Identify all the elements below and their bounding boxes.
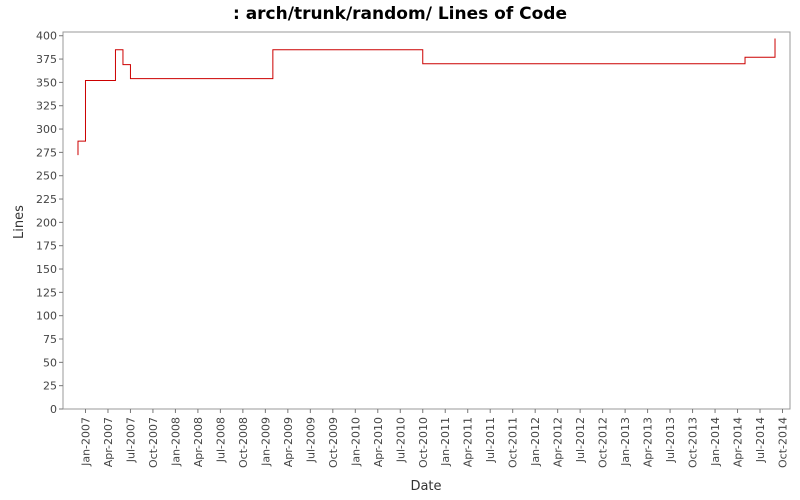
x-tick-label: Oct-2013 [687,417,700,468]
y-axis-title: Lines [12,205,27,239]
x-tick-label: Oct-2012 [597,417,610,468]
y-tick-label: 0 [50,403,57,416]
y-tick-label: 375 [36,53,57,66]
y-tick-label: 400 [36,30,57,43]
x-tick-label: Oct-2007 [147,417,160,468]
x-tick-label: Apr-2012 [552,417,565,467]
x-tick-label: Jul-2012 [574,417,587,463]
y-tick-label: 125 [36,286,57,299]
x-tick-label: Jul-2008 [214,417,227,463]
y-tick-label: 75 [43,333,57,346]
x-tick-label: Oct-2010 [417,417,430,468]
x-tick-label: Apr-2008 [192,417,205,467]
y-tick-label: 200 [36,216,57,229]
x-tick-label: Jan-2011 [439,417,452,467]
x-tick-label: Jan-2012 [529,417,542,467]
y-tick-label: 275 [36,146,57,159]
y-tick-label: 50 [43,356,57,369]
x-tick-label: Jul-2010 [394,417,407,463]
y-tick-label: 325 [36,100,57,113]
x-tick-label: Jan-2014 [709,417,722,467]
x-axis-title: Date [410,479,441,494]
y-tick-label: 350 [36,76,57,89]
x-tick-label: Jul-2009 [304,417,317,463]
y-tick-label: 250 [36,170,57,183]
chart-title: : arch/trunk/random/ Lines of Code [233,4,567,24]
x-tick-label: Jul-2013 [664,417,677,463]
plot-area [62,31,791,410]
x-tick-label: Jul-2007 [124,417,137,463]
x-tick-label: Oct-2009 [327,417,340,468]
x-tick-label: Apr-2013 [642,417,655,467]
y-tick-label: 300 [36,123,57,136]
x-tick-label: Jan-2013 [619,417,632,467]
x-tick-label: Jan-2010 [349,417,362,467]
y-tick-label: 100 [36,310,57,323]
x-tick-label: Oct-2014 [777,417,790,468]
x-tick-label: Apr-2011 [462,417,475,467]
y-tick-label: 225 [36,193,57,206]
x-tick-label: Apr-2010 [372,417,385,467]
x-tick-label: Oct-2011 [507,417,520,468]
y-tick-label: 150 [36,263,57,276]
x-tick-label: Jan-2009 [259,417,272,467]
x-tick-label: Jan-2008 [169,417,182,467]
x-tick-label: Apr-2009 [282,417,295,467]
x-tick-label: Jan-2007 [79,417,92,467]
x-tick-label: Jul-2014 [754,417,767,463]
y-tick-label: 25 [43,380,57,393]
data-line [77,38,776,156]
y-tick-label: 175 [36,240,57,253]
x-tick-label: Apr-2007 [102,417,115,467]
x-tick-label: Oct-2008 [237,417,250,468]
x-tick-label: Apr-2014 [732,417,745,467]
x-tick-label: Jul-2011 [484,417,497,463]
